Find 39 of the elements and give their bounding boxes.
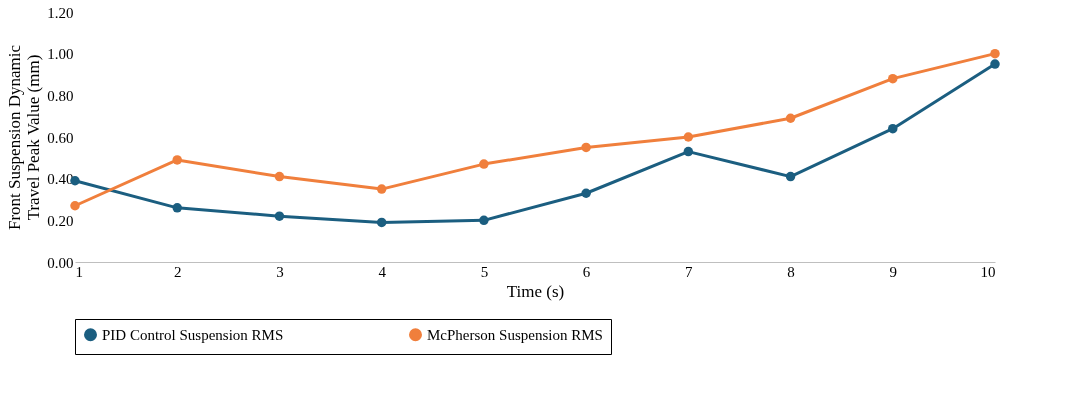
point	[683, 132, 694, 142]
x-axis-title: Time (s)	[506, 281, 565, 301]
y-tick-label: 0.20	[47, 212, 74, 229]
point	[172, 155, 182, 165]
point	[479, 159, 489, 169]
x-tick-label: 7	[685, 263, 694, 280]
x-tick-label: 6	[582, 263, 591, 280]
x-tick-label: 8	[787, 263, 795, 280]
point	[376, 184, 387, 194]
point	[683, 146, 694, 157]
x-tick-label: 2	[173, 263, 182, 280]
point	[70, 201, 80, 211]
x-tick-label: 9	[889, 263, 898, 280]
y-tick-label: 1.00	[47, 46, 74, 63]
x-tick-label: 3	[276, 263, 284, 280]
y-tick-label: 0.80	[47, 87, 74, 104]
point	[990, 59, 1000, 69]
point	[479, 215, 489, 226]
point	[888, 123, 898, 134]
y-tick-label: 0.60	[47, 129, 74, 146]
x-tick-label: 5	[480, 263, 489, 280]
legend-label: PID Control Suspension RMS	[102, 326, 284, 343]
point	[785, 171, 796, 182]
point	[376, 217, 387, 228]
point	[581, 188, 591, 198]
point	[274, 211, 285, 221]
point	[785, 113, 796, 123]
point	[888, 73, 898, 84]
y-tick-label: 1.20	[47, 4, 74, 21]
y-axis-title: Front Suspension Dynamic Travel Peak Value (mm)	[5, 44, 44, 231]
point	[990, 48, 1000, 59]
x-tick-label: 1	[75, 263, 83, 280]
point	[172, 203, 182, 213]
x-tick-label: 4	[378, 263, 387, 280]
point	[581, 142, 591, 153]
x-tick-label: 10	[980, 263, 996, 280]
legend-label: McPherson Suspension RMS	[427, 326, 603, 343]
y-tick-label: 0.00	[47, 254, 74, 271]
point	[274, 171, 285, 182]
